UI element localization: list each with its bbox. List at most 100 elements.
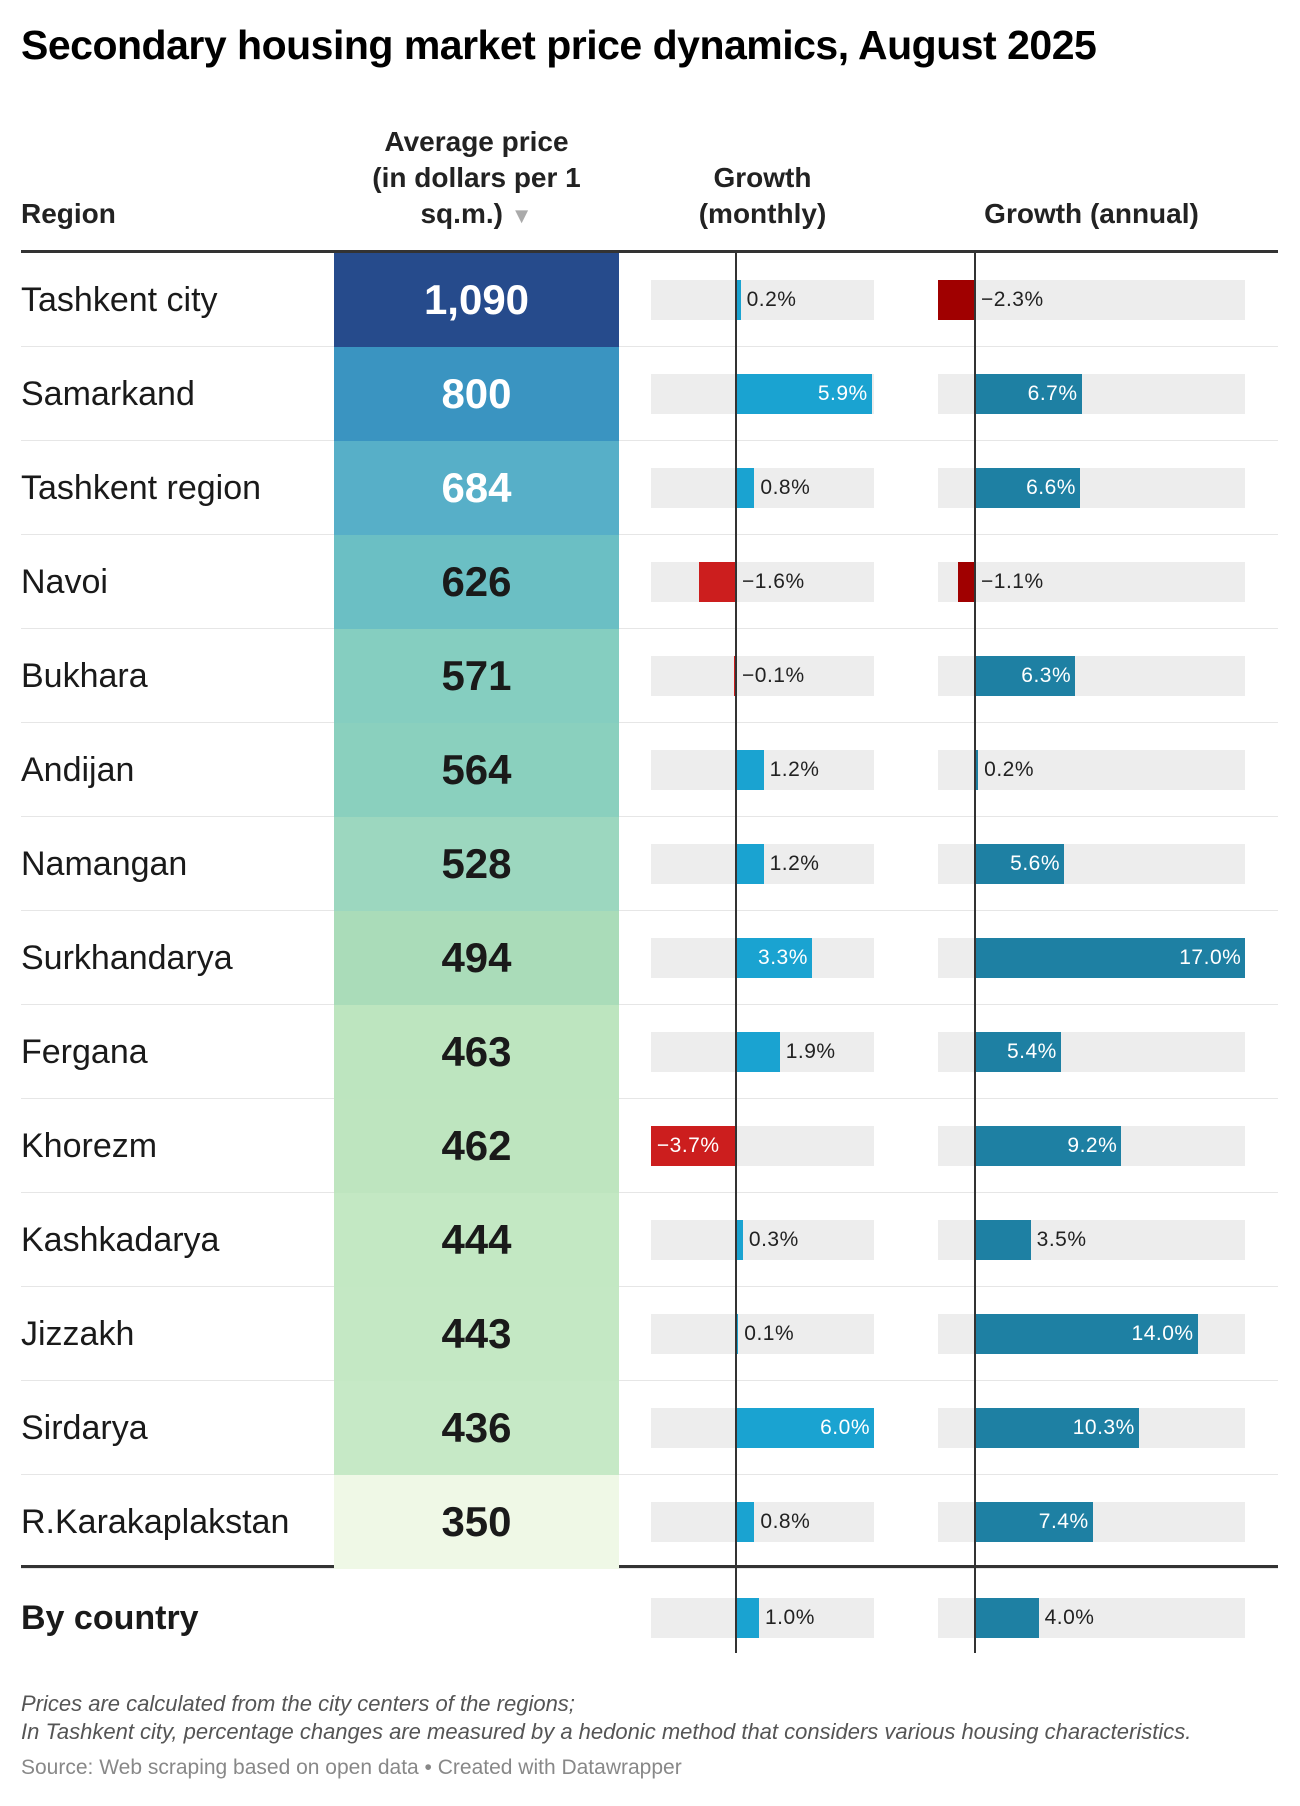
annual-growth-bar [957,562,975,602]
monthly-growth-bar [736,844,764,884]
table-row: Andijan 564 1.2% 0.2% [21,723,1278,817]
annual-zero-axis [974,253,976,1653]
annual-growth-value-label: 6.3% [1021,664,1072,687]
note-line-2: In Tashkent city, percentage changes are… [21,1719,1192,1744]
monthly-growth-value-label: 0.3% [748,1228,799,1251]
average-price-cell: 1,090 [334,253,619,347]
annual-growth-value-label: −2.3% [981,288,1044,311]
average-price-cell: 571 [334,629,619,723]
region-name: Sirdarya [21,1409,148,1447]
monthly-growth-value-label: 1.2% [769,758,820,781]
annual-growth-value-label: −1.1% [981,570,1044,593]
monthly-growth-value-label: 0.2% [746,288,797,311]
region-name: Jizzakh [21,1315,135,1353]
region-name: R.Karakaplakstan [21,1503,290,1541]
annual-growth-value-label: 5.4% [1006,1040,1057,1063]
table-row: R.Karakaplakstan 350 0.8% 7.4% [21,1475,1278,1569]
monthly-growth-value-label: 1.2% [769,852,820,875]
average-price-cell: 564 [334,723,619,817]
monthly-growth-value-label: −0.1% [742,664,805,687]
table-row: Bukhara 571 −0.1% 6.3% [21,629,1278,723]
annual-growth-value-label: 9.2% [1067,1134,1118,1157]
monthly-growth-bar [736,468,755,508]
annual-growth-value-label: 6.6% [1026,476,1076,499]
monthly-growth-track [651,1598,874,1638]
annual-growth-value-label: 17.0% [1179,946,1242,969]
header-growth-annual: Growth (annual) [984,198,1199,229]
header-monthly-line1: Growth [713,162,812,193]
annual-growth-bar [938,280,975,320]
annual-growth-bar [975,468,1080,508]
total-rule [21,1565,1278,1568]
annual-growth-value-label: 6.7% [1027,382,1078,405]
annual-growth-value-label: 14.0% [1131,1322,1194,1345]
monthly-growth-bar [699,562,736,602]
monthly-growth-value-label: 0.8% [760,1510,811,1533]
annual-growth-bar [975,1220,1031,1260]
monthly-growth-value-label: 1.0% [765,1606,815,1629]
annual-growth-value-label: 0.2% [984,758,1035,781]
table-row: Khorezm 462 −3.7% 9.2% [21,1099,1278,1193]
region-name: Surkhandarya [21,939,233,977]
total-row: By country 1.0% 4.0% [21,1571,1278,1665]
monthly-growth-bar [736,374,872,414]
average-price-cell: 800 [334,347,619,441]
region-name: Tashkent region [21,469,262,507]
region-name: Navoi [21,563,108,601]
average-price-cell: 443 [334,1287,619,1381]
region-name: Samarkand [21,375,195,413]
monthly-growth-bar [736,1502,755,1542]
region-name: Andijan [21,751,135,789]
annual-growth-track [938,562,1245,602]
annual-growth-bar [975,1126,1122,1166]
header-region: Region [21,198,116,229]
annual-growth-bar [975,656,1076,696]
monthly-growth-bar [736,1220,743,1260]
annual-growth-bar [975,1502,1093,1542]
monthly-growth-value-label: 0.1% [744,1322,795,1345]
sort-desc-icon[interactable]: ▼ [510,203,533,228]
annual-growth-value-label: 7.4% [1038,1510,1089,1533]
region-name: Namangan [21,845,188,883]
annual-growth-bar [975,844,1065,884]
annual-growth-bar [975,938,1246,978]
annual-growth-track [938,280,1245,320]
monthly-growth-value-label: −3.7% [656,1134,720,1157]
table-row: Tashkent city 1,090 0.2% −2.3% [21,253,1278,347]
monthly-growth-bar [736,1314,739,1354]
region-name: Bukhara [21,657,148,695]
table-row: Samarkand 800 5.9% 6.7% [21,347,1278,441]
monthly-growth-track [651,468,874,508]
monthly-growth-bar [736,1408,874,1448]
annual-growth-track [938,750,1245,790]
monthly-growth-track [651,1314,874,1354]
annual-growth-bar [975,1598,1039,1638]
header-price-line3: sq.m.) [420,198,503,229]
average-price-cell: 626 [334,535,619,629]
table-row: Namangan 528 1.2% 5.6% [21,817,1278,911]
header-average-price[interactable]: Average price (in dollars per 1 sq.m.) ▼ [334,124,619,234]
region-name: Khorezm [21,1127,158,1165]
average-price-cell: 350 [334,1475,619,1569]
region-name: Kashkadarya [21,1221,220,1259]
header-price-line1: Average price [384,126,569,157]
average-price-cell: 684 [334,441,619,535]
monthly-growth-track [651,1502,874,1542]
annual-growth-value-label: 3.5% [1036,1228,1087,1251]
monthly-growth-value-label: 1.9% [785,1040,836,1063]
monthly-growth-track [651,280,874,320]
chart-title: Secondary housing market price dynamics,… [21,22,1097,68]
note-line-1: Prices are calculated from the city cent… [21,1691,575,1716]
annual-growth-value-label: 4.0% [1044,1606,1095,1629]
annual-growth-bar [975,1314,1198,1354]
average-price-cell: 494 [334,911,619,1005]
monthly-growth-bar [733,656,736,696]
source-credit: Source: Web scraping based on open data … [21,1756,682,1779]
annual-growth-value-label: 5.6% [1010,852,1061,875]
header-rule [21,250,1278,253]
table-row: Surkhandarya 494 3.3% 17.0% [21,911,1278,1005]
monthly-growth-track [651,1220,874,1260]
table-row: Navoi 626 −1.6% −1.1% [21,535,1278,629]
monthly-growth-value-label: 3.3% [758,946,808,969]
header-monthly-line2: (monthly) [698,198,827,229]
